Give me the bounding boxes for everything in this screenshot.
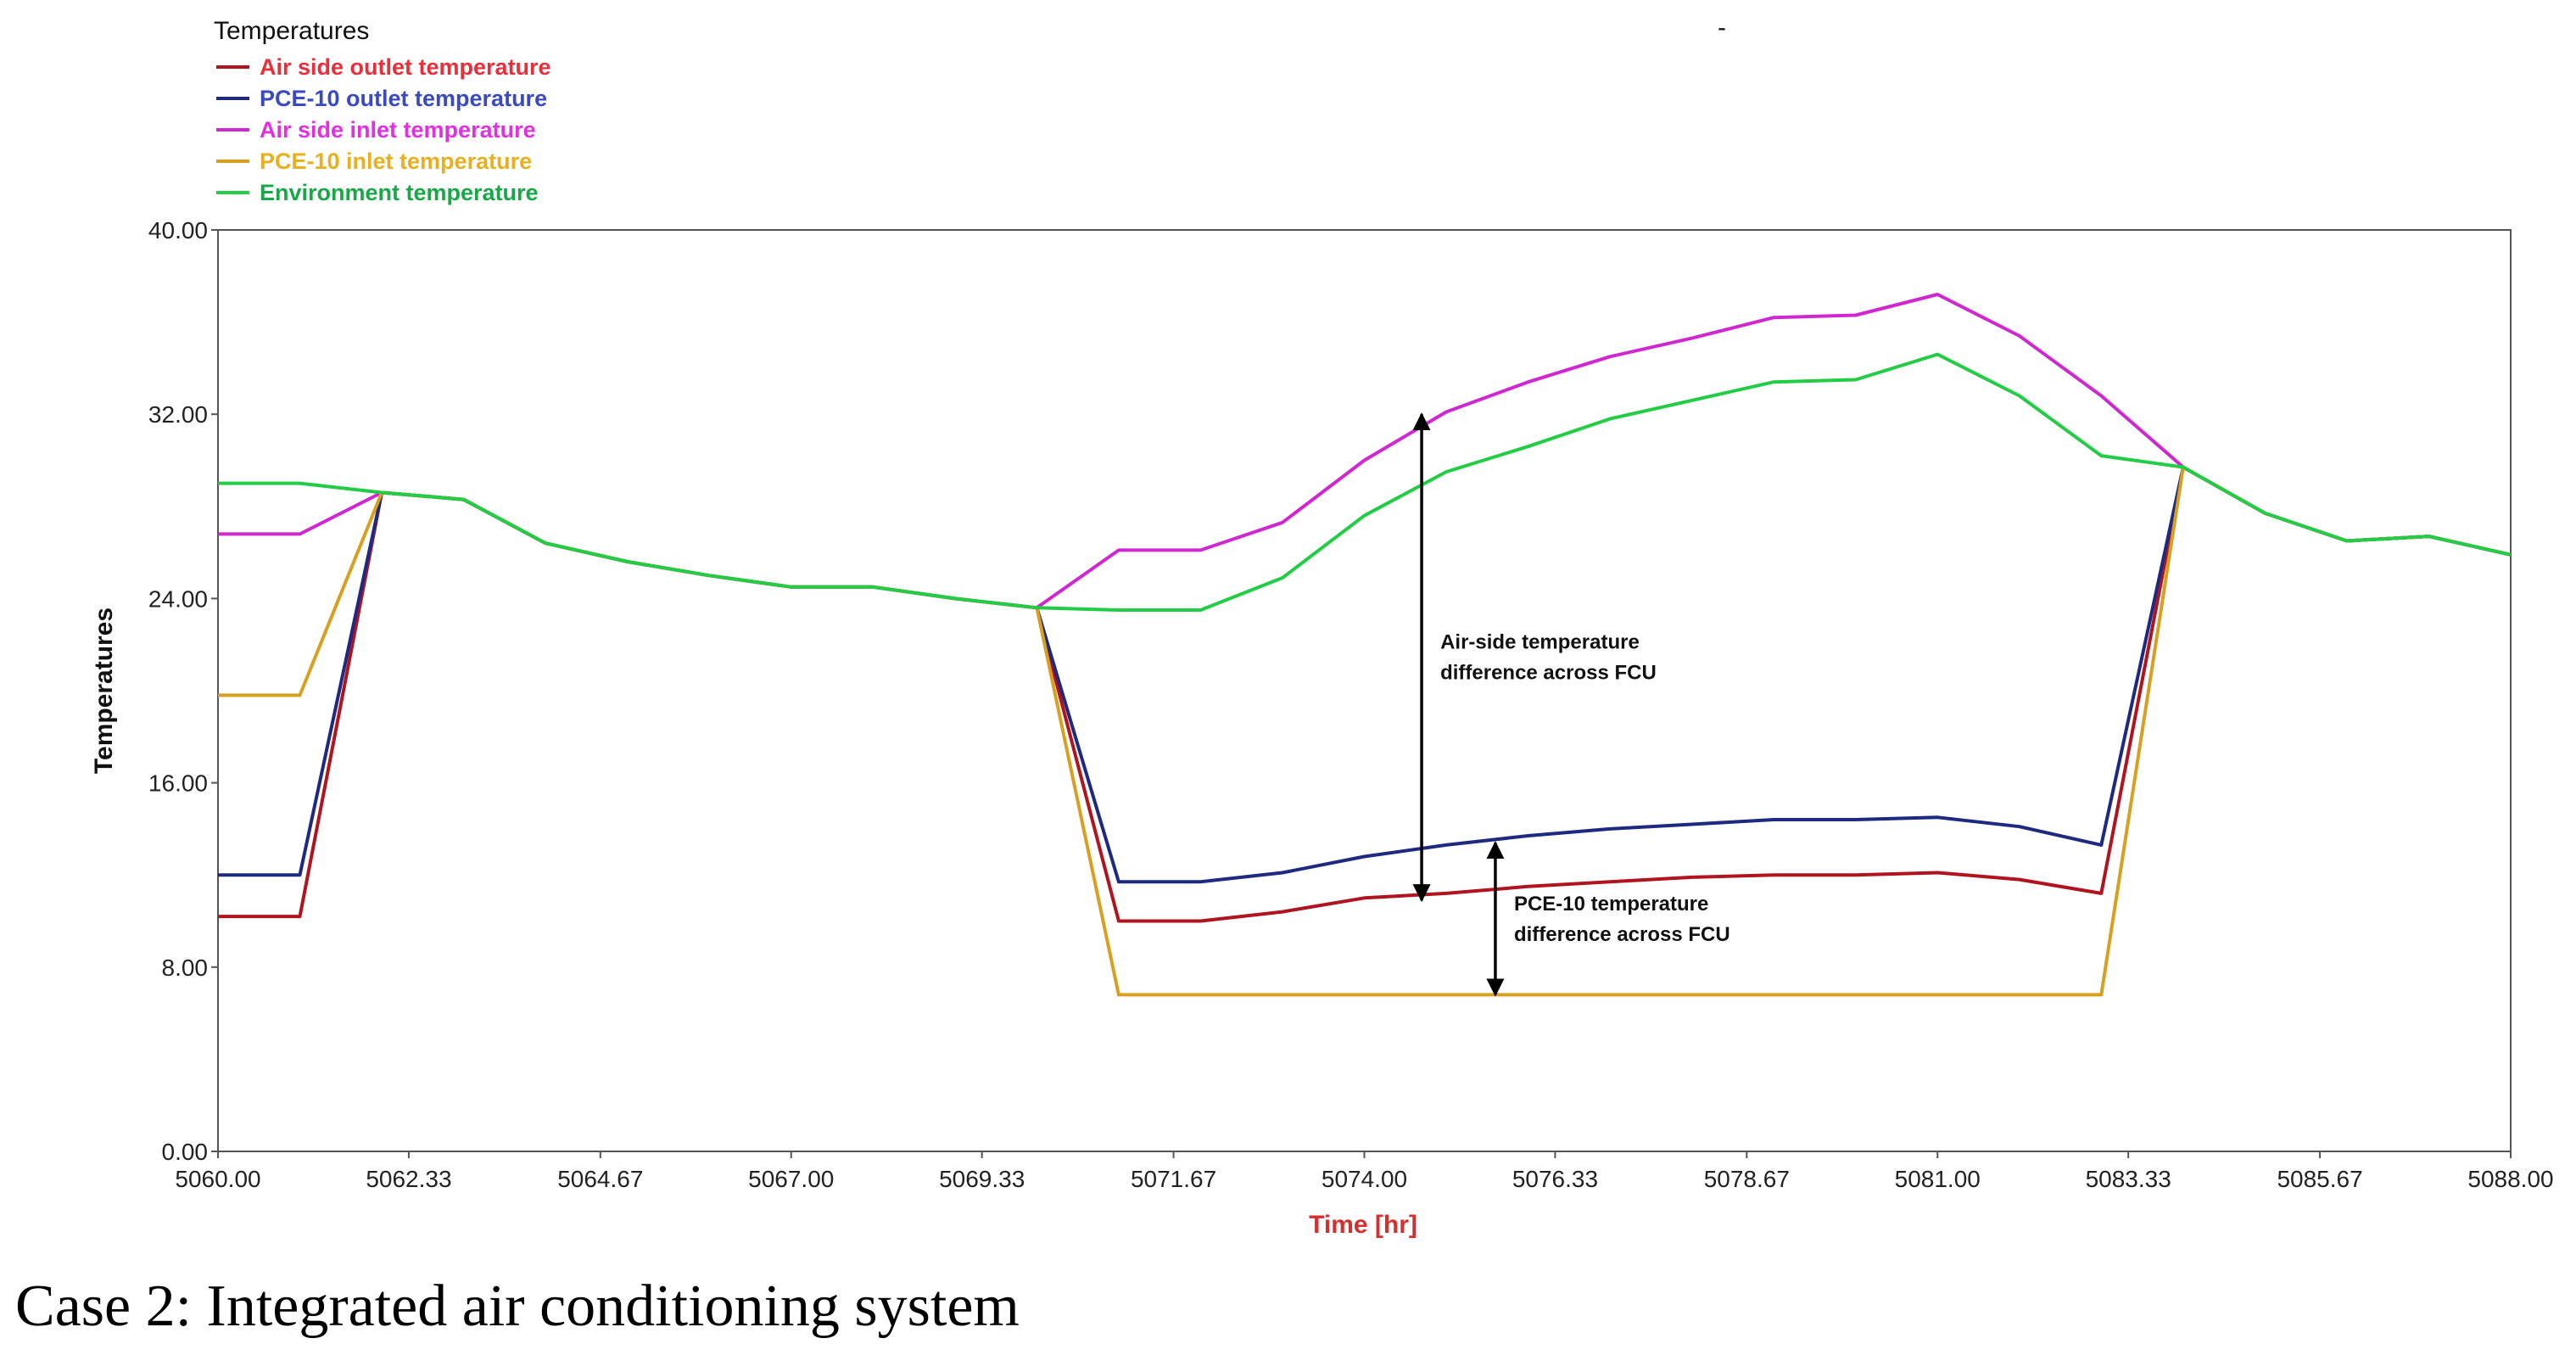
x-tick-label: 5067.00 bbox=[748, 1166, 834, 1192]
series-lines bbox=[218, 293, 2512, 997]
y-tick-label: 32.00 bbox=[148, 401, 208, 428]
legend: Temperatures - Air side outlet temperatu… bbox=[214, 14, 1726, 205]
legend-label: Air side outlet temperature bbox=[260, 54, 551, 80]
x-tick-label: 5074.00 bbox=[1322, 1166, 1407, 1192]
x-tick-label: 5076.33 bbox=[1512, 1166, 1598, 1192]
legend-title: Temperatures bbox=[214, 17, 369, 45]
title-dash: - bbox=[1718, 14, 1726, 42]
annotation-label: difference across FCU bbox=[1440, 662, 1657, 685]
x-tick-label: 5071.67 bbox=[1131, 1166, 1216, 1192]
x-tick-label: 5085.67 bbox=[2277, 1166, 2362, 1192]
y-axis-title: Temperatures bbox=[90, 608, 118, 774]
x-tick-label: 5078.67 bbox=[1704, 1166, 1790, 1192]
series-line-pce-10-outlet-temperature bbox=[218, 465, 2512, 884]
legend-label: Air side inlet temperature bbox=[260, 117, 536, 143]
annotation-label: Air-side temperature bbox=[1440, 631, 1640, 654]
x-tick-label: 5060.00 bbox=[175, 1166, 260, 1192]
legend-label: PCE-10 inlet temperature bbox=[260, 148, 532, 174]
y-tick-label: 16.00 bbox=[148, 770, 208, 797]
legend-items: Air side outlet temperature PCE-10 outlet… bbox=[216, 54, 551, 205]
annotation-label: difference across FCU bbox=[1514, 923, 1730, 946]
y-tick-label: 24.00 bbox=[148, 585, 208, 612]
annotations: Air-side temperature difference across FC… bbox=[1412, 412, 1730, 997]
x-tick-label: 5062.33 bbox=[366, 1166, 451, 1192]
y-tick-label: 8.00 bbox=[162, 955, 209, 981]
plot-frame bbox=[217, 229, 2512, 1152]
x-tick-label: 5081.00 bbox=[1895, 1166, 1981, 1192]
annotation-label: PCE-10 temperature bbox=[1514, 893, 1708, 916]
x-tick-label: 5088.00 bbox=[2467, 1166, 2553, 1192]
x-tick-label: 5064.67 bbox=[557, 1166, 643, 1192]
x-axis-title: Time [hr] bbox=[1309, 1211, 1417, 1239]
figure-caption: Case 2: Integrated air conditioning syst… bbox=[15, 1274, 1020, 1339]
y-tick-label: 0.00 bbox=[162, 1139, 209, 1165]
legend-label: PCE-10 outlet temperature bbox=[260, 86, 547, 111]
x-tick-label: 5069.33 bbox=[939, 1166, 1025, 1192]
series-line-environment-temperature bbox=[218, 352, 2512, 612]
y-axis-ticks: 0.00 8.00 16.00 24.00 32.00 40.00 bbox=[148, 217, 218, 1165]
legend-label: Environment temperature bbox=[260, 180, 539, 205]
x-tick-label: 5083.33 bbox=[2086, 1166, 2171, 1192]
x-axis-ticks: 5060.00 5062.33 5064.67 5067.00 5069.33 5071.… bbox=[175, 1151, 2554, 1192]
y-tick-label: 40.00 bbox=[148, 217, 208, 244]
